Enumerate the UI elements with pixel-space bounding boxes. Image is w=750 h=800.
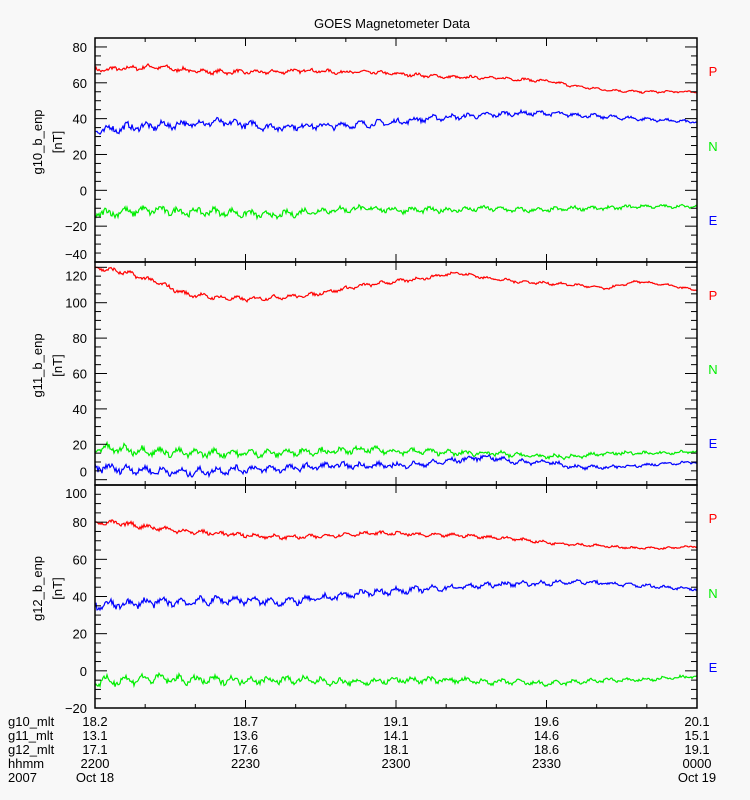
y-tick-label: 20 [73,627,87,642]
y-tick-label: 100 [65,296,87,311]
x-tick-label: Oct 19 [678,770,716,785]
x-tick-label: 14.1 [383,728,408,743]
x-axis-row-2007: 2007 Oct 18 Oct 19 [8,770,716,785]
x-tick-label: 17.1 [82,742,107,757]
x-tick-label: 17.6 [233,742,258,757]
legend-label-E: E [709,436,718,451]
y-tick-label: −20 [65,701,87,716]
series-line-E-panel-1 [94,203,698,221]
y-tick-label: 0 [80,183,87,198]
y-axis-label: g10_b_enp [30,109,45,174]
y-tick-label: 60 [73,367,87,382]
x-axis-row-g12_mlt: g12_mlt 17.1 17.6 18.1 18.6 19.1 [8,742,710,757]
x-tick-label: 19.1 [684,742,709,757]
x-tick-label: 14.6 [534,728,559,743]
panel-2: 120 100 80 60 40 20 0 g11_b_enp [nT] P N E [30,261,718,486]
y-tick-label: 60 [73,76,87,91]
legend-label-P: P [709,64,718,79]
series-line-P-panel-3 [94,518,698,550]
x-tick-label: 13.6 [233,728,258,743]
y-axis-unit: [nT] [50,577,65,599]
x-tick-label: 18.1 [383,742,408,757]
y-tick-label: 100 [65,486,87,501]
legend-label-P: P [709,511,718,526]
x-tick-label: 2230 [231,756,260,771]
x-tick-label: 18.6 [534,742,559,757]
x-tick-label: 19.6 [534,714,559,729]
x-axis-row-label: g10_mlt [8,714,55,729]
y-axis-label: g11_b_enp [30,333,45,397]
legend-label-E: E [709,660,718,675]
series-line-N-panel-2 [94,453,698,479]
y-tick-label: 0 [80,465,87,480]
x-axis-row-g11_mlt: g11_mlt 13.1 13.6 14.1 14.6 15.1 [8,728,710,743]
y-tick-label: 0 [80,664,87,679]
y-tick-label: 80 [73,515,87,530]
x-tick-label: Oct 18 [76,770,114,785]
x-axis-row-g10_mlt: g10_mlt 18.2 18.7 19.1 19.6 20.1 [8,714,710,729]
y-tick-label: 60 [73,552,87,567]
series-line-P-panel-2 [94,266,698,303]
legend-label-N: N [708,139,717,154]
y-axis-unit: [nT] [50,354,65,376]
plot-frame [94,37,698,263]
x-axis-row-hhmm: hhmm 2200 2230 2300 2330 0000 [8,756,711,771]
y-tick-label: 40 [73,112,87,127]
x-axis-row-label: 2007 [8,770,37,785]
series-line-E-panel-3 [94,671,698,689]
x-tick-label: 18.7 [233,714,258,729]
legend-label-N: N [708,362,717,377]
x-tick-label: 2330 [532,756,561,771]
x-tick-label: 20.1 [684,714,709,729]
y-axis-unit: [nT] [50,131,65,153]
x-tick-label: 18.2 [82,714,107,729]
y-tick-label: 120 [65,268,87,283]
panel-1: 80 60 40 20 0 −20 −40 g10_b_enp [nT] P N E [30,37,718,263]
x-axis-row-label: hhmm [8,756,44,771]
y-tick-label: −20 [65,219,87,234]
series-line-P-panel-1 [94,63,698,94]
x-tick-label: 2300 [382,756,411,771]
x-tick-label: 13.1 [82,728,107,743]
legend-label-N: N [708,586,717,601]
legend-label-E: E [709,213,718,228]
y-tick-label: 20 [73,147,87,162]
x-axis-row-label: g12_mlt [8,742,55,757]
x-tick-label: 19.1 [383,714,408,729]
chart-title: GOES Magnetometer Data [314,16,471,31]
series-line-E-panel-2 [94,440,698,461]
y-tick-label: −40 [65,247,87,262]
x-axis-row-label: g11_mlt [8,728,54,743]
series-line-N-panel-3 [94,578,698,612]
y-tick-label: 80 [73,331,87,346]
y-tick-label: 20 [73,437,87,452]
legend-label-P: P [709,288,718,303]
x-tick-label: 15.1 [684,728,709,743]
plot-frame [94,484,698,709]
series-line-N-panel-1 [94,108,698,135]
x-tick-label: 0000 [683,756,712,771]
y-tick-label: 80 [73,40,87,55]
y-axis-label: g12_b_enp [30,556,45,621]
panel-3: 100 80 60 40 20 0 −20 g12_b_enp [nT] P N E [30,484,718,716]
y-tick-label: 40 [73,402,87,417]
y-tick-label: 40 [73,590,87,605]
x-tick-label: 2200 [81,756,110,771]
